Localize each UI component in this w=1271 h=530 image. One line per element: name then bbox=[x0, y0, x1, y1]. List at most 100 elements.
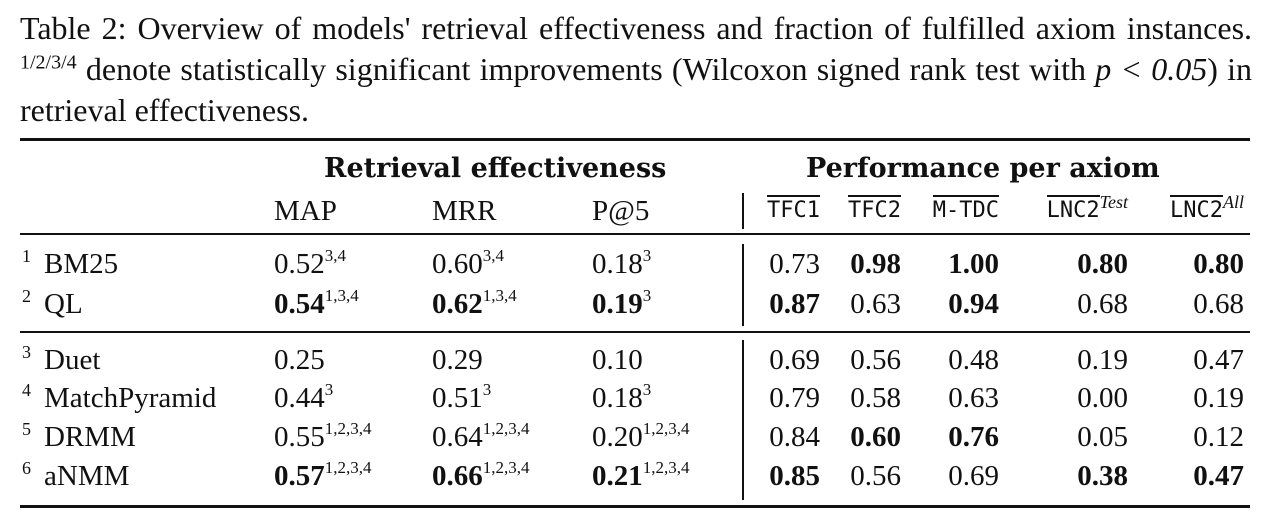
column-divider-group1 bbox=[742, 244, 744, 326]
significance-marker: 1,2,3,4 bbox=[642, 458, 690, 477]
significance-marker: 1,3,4 bbox=[324, 286, 359, 305]
significance-marker: 1,2,3,4 bbox=[482, 458, 530, 477]
axiom-header-3: M-TDC bbox=[799, 195, 999, 226]
axiom-value: 0.47 bbox=[1193, 344, 1244, 376]
significance-marker: 1,2,3,4 bbox=[482, 419, 530, 438]
caption-math: p < 0.05 bbox=[1095, 51, 1208, 87]
axiom-value: 1.00 bbox=[948, 248, 999, 280]
significance-marker: 3 bbox=[642, 380, 652, 399]
value: 0.18 bbox=[592, 382, 643, 414]
axiom-value: 0.19 bbox=[1193, 382, 1244, 414]
axiom-value: 0.76 bbox=[948, 421, 999, 453]
value: 0.66 bbox=[432, 460, 483, 492]
model-name: BM25 bbox=[44, 248, 119, 280]
value: 0.55 bbox=[274, 421, 325, 453]
metric-value: 0.603,4 bbox=[432, 246, 504, 282]
value: 0.19 bbox=[592, 288, 643, 320]
axiom-name: TFC1 bbox=[767, 195, 820, 223]
axiom-value: 0.68 bbox=[1077, 288, 1128, 320]
metric-value: 0.513 bbox=[432, 380, 491, 416]
axiom-header-1: TFC1 bbox=[620, 195, 820, 226]
axiom-value: 0.73 bbox=[769, 248, 820, 280]
significance-marker: 3 bbox=[642, 246, 652, 265]
axiom-value: 0.56 bbox=[850, 344, 901, 376]
axiom-header-2: TFC2 bbox=[701, 195, 901, 226]
metric-value: 0.25 bbox=[274, 342, 325, 378]
axiom-value: 0.69 bbox=[948, 460, 999, 492]
caption-superscript: 1/2/3/4 bbox=[20, 51, 77, 74]
axiom-value: 0.58 bbox=[850, 382, 901, 414]
model-name: QL bbox=[44, 288, 83, 320]
bottom-rule bbox=[20, 505, 1250, 508]
metric-value: 0.641,2,3,4 bbox=[432, 419, 530, 455]
metric-value: 0.183 bbox=[592, 380, 651, 416]
axiom-name: TFC2 bbox=[848, 195, 901, 223]
model-name: DRMM bbox=[44, 421, 136, 453]
column-divider-group2 bbox=[742, 340, 744, 500]
axiom-value: 0.48 bbox=[948, 344, 999, 376]
axiom-value: 0.80 bbox=[1193, 248, 1244, 280]
axiom-header-5: LNC2 All bbox=[1044, 193, 1244, 226]
significance-marker: 3,4 bbox=[324, 246, 346, 265]
axiom-value: 0.87 bbox=[769, 288, 820, 320]
axiom-value: 0.19 bbox=[1077, 344, 1128, 376]
caption-text-1: Overview of models' retrieval effectiven… bbox=[137, 10, 1253, 46]
metric-header-mrr: MRR bbox=[432, 195, 497, 227]
value: 0.57 bbox=[274, 460, 325, 492]
axiom-value: 0.63 bbox=[850, 288, 901, 320]
significance-marker: 3 bbox=[642, 286, 652, 305]
model-name: Duet bbox=[44, 344, 101, 376]
axiom-value: 0.85 bbox=[769, 460, 820, 492]
metric-value: 0.551,2,3,4 bbox=[274, 419, 372, 455]
model-name: MatchPyramid bbox=[44, 382, 217, 414]
axiom-value: 0.05 bbox=[1077, 421, 1128, 453]
axiom-value: 0.60 bbox=[850, 421, 901, 453]
metric-header-map: MAP bbox=[274, 195, 337, 227]
significance-marker: 1,2,3,4 bbox=[324, 419, 372, 438]
axiom-value: 0.63 bbox=[948, 382, 999, 414]
value: 0.29 bbox=[432, 344, 483, 376]
metric-value: 0.193 bbox=[592, 286, 651, 322]
caption-text-2: denote statistically significant improve… bbox=[85, 51, 1087, 87]
axiom-value: 0.56 bbox=[850, 460, 901, 492]
metric-value: 0.523,4 bbox=[274, 246, 346, 282]
value: 0.25 bbox=[274, 344, 325, 376]
metric-value: 0.621,3,4 bbox=[432, 286, 517, 322]
axiom-header-4: LNC2Test bbox=[928, 193, 1128, 226]
axiom-sup: Test bbox=[1099, 192, 1128, 212]
axiom-value: 0.12 bbox=[1193, 421, 1244, 453]
significance-marker: 3,4 bbox=[482, 246, 504, 265]
table-caption: Table 2: Overview of models' retrieval e… bbox=[20, 8, 1252, 131]
significance-marker: 1,3,4 bbox=[482, 286, 517, 305]
axiom-name: LNC2 bbox=[1046, 195, 1100, 223]
metric-value: 0.211,2,3,4 bbox=[592, 458, 690, 494]
significance-marker: 1,2,3,4 bbox=[324, 458, 372, 477]
axiom-value: 0.94 bbox=[948, 288, 999, 320]
value: 0.20 bbox=[592, 421, 643, 453]
axiom-sup: All bbox=[1223, 192, 1244, 212]
axiom-value: 0.38 bbox=[1077, 460, 1128, 492]
group-header-retrieval: Retrieval effectiveness bbox=[324, 153, 667, 184]
value: 0.64 bbox=[432, 421, 483, 453]
caption-text-3: ) in retrieval effectiveness. bbox=[20, 51, 1253, 128]
metric-value: 0.10 bbox=[592, 342, 643, 378]
significance-marker: 1,2,3,4 bbox=[642, 419, 690, 438]
axiom-value: 0.98 bbox=[850, 248, 901, 280]
significance-marker: 3 bbox=[324, 380, 334, 399]
axiom-value: 0.69 bbox=[769, 344, 820, 376]
group-header-axiom: Performance per axiom bbox=[806, 153, 1160, 184]
value: 0.10 bbox=[592, 344, 643, 376]
axiom-value: 0.80 bbox=[1077, 248, 1128, 280]
metric-value: 0.541,3,4 bbox=[274, 286, 359, 322]
value: 0.60 bbox=[432, 248, 483, 280]
header-rule bbox=[20, 233, 1250, 235]
top-rule bbox=[20, 138, 1250, 141]
metric-value: 0.571,2,3,4 bbox=[274, 458, 372, 494]
value: 0.18 bbox=[592, 248, 643, 280]
value: 0.44 bbox=[274, 382, 325, 414]
value: 0.62 bbox=[432, 288, 483, 320]
column-divider-header bbox=[742, 193, 744, 229]
metric-value: 0.443 bbox=[274, 380, 333, 416]
axiom-name: M-TDC bbox=[932, 195, 999, 223]
model-name: aNMM bbox=[44, 460, 130, 492]
